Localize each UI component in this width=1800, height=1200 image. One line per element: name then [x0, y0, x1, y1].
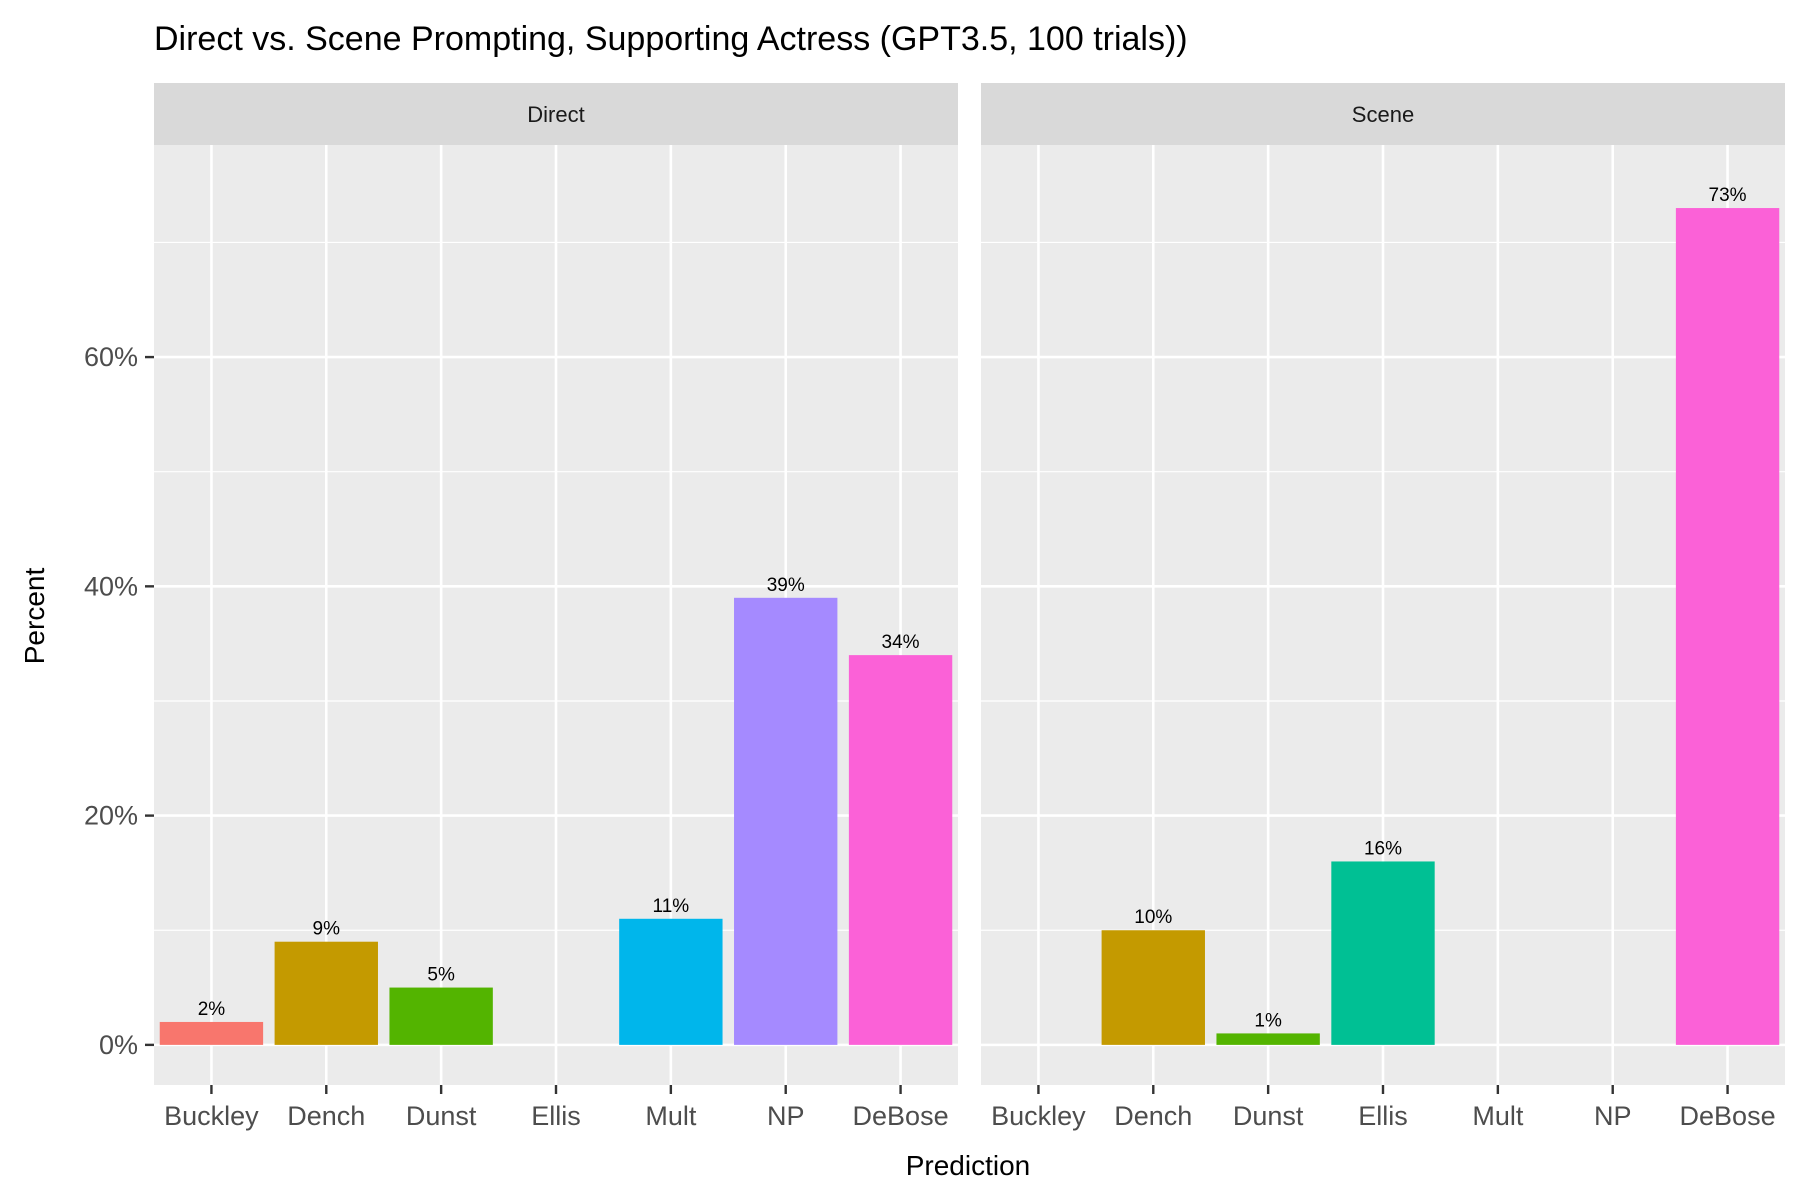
bar-scene-dunst: [1216, 1033, 1320, 1045]
chart-title: Direct vs. Scene Prompting, Supporting A…: [154, 20, 1188, 58]
bar-direct-mult: [619, 918, 723, 1045]
strip-scene: [981, 83, 1785, 145]
facet-panels: Direct 2% Buckley 9% Dench 5% Dunst Ellis 11% Mul…: [154, 83, 1785, 1131]
strip-direct: [154, 83, 958, 145]
x-tick-label-direct-np: NP: [767, 1101, 805, 1131]
bar-label-scene-ellis: 16%: [1364, 838, 1402, 859]
bar-label-direct-np: 39%: [767, 575, 805, 596]
bar-label-direct-debose: 34%: [882, 632, 920, 653]
bar-label-direct-dench: 9%: [313, 919, 341, 940]
x-tick-label-scene-dunst: Dunst: [1233, 1101, 1304, 1131]
y-tick-label: 60%: [84, 342, 138, 372]
y-tick-label: 0%: [99, 1030, 138, 1060]
x-tick-label-scene-debose: DeBose: [1680, 1101, 1776, 1131]
bar-direct-np: [734, 597, 838, 1045]
x-tick-label-direct-ellis: Ellis: [531, 1101, 581, 1131]
x-tick-label-scene-ellis: Ellis: [1358, 1101, 1408, 1131]
x-tick-label-direct-buckley: Buckley: [164, 1101, 259, 1131]
strip-label-scene: Scene: [1352, 102, 1414, 127]
bar-label-direct-buckley: 2%: [198, 999, 226, 1020]
bar-scene-dench: [1101, 930, 1205, 1045]
bar-scene-debose: [1675, 208, 1780, 1045]
x-tick-label-direct-debose: DeBose: [853, 1101, 949, 1131]
bar-direct-dench: [274, 941, 378, 1045]
x-tick-label-direct-mult: Mult: [645, 1101, 697, 1131]
x-tick-label-scene-dench: Dench: [1114, 1101, 1192, 1131]
panel-scene: Scene Buckley 10% Dench 1% Dunst 16% Ellis Mult N…: [981, 83, 1785, 1131]
y-tick-label: 20%: [84, 801, 138, 831]
panel-direct: Direct 2% Buckley 9% Dench 5% Dunst Ellis 11% Mul…: [154, 83, 958, 1131]
bar-label-direct-dunst: 5%: [427, 965, 455, 986]
y-axis: 0% 20% 40% 60%: [84, 342, 154, 1060]
bar-label-scene-dench: 10%: [1134, 907, 1172, 928]
y-tick-label: 40%: [84, 571, 138, 601]
bar-direct-buckley: [159, 1021, 264, 1045]
bar-scene-ellis: [1331, 861, 1435, 1045]
x-tick-label-direct-dench: Dench: [287, 1101, 365, 1131]
x-tick-label-scene-np: NP: [1594, 1101, 1632, 1131]
bar-direct-dunst: [389, 987, 493, 1045]
y-axis-title: Percent: [19, 568, 50, 665]
strip-label-direct: Direct: [527, 102, 584, 127]
x-tick-label-scene-buckley: Buckley: [991, 1101, 1086, 1131]
bar-direct-debose: [848, 655, 953, 1045]
bar-label-direct-mult: 11%: [653, 896, 690, 917]
x-tick-label-scene-mult: Mult: [1472, 1101, 1524, 1131]
x-tick-label-direct-dunst: Dunst: [406, 1101, 477, 1131]
bar-label-scene-dunst: 1%: [1254, 1010, 1282, 1031]
bar-label-scene-debose: 73%: [1709, 185, 1747, 206]
x-axis-title: Prediction: [906, 1150, 1031, 1181]
